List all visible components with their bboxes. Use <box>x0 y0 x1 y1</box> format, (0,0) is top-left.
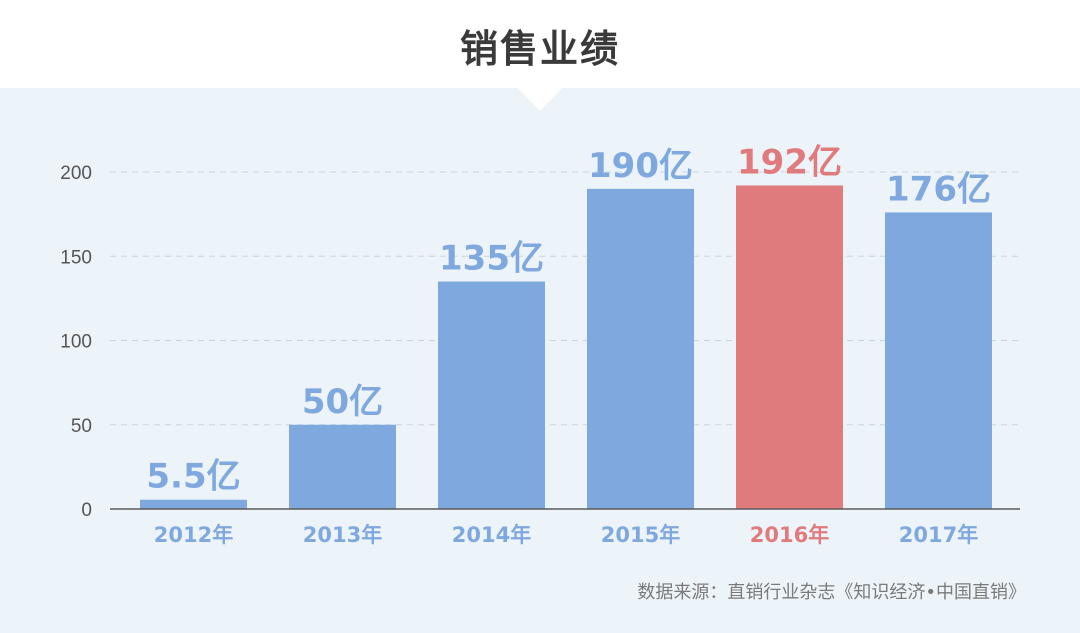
data-label: 192亿 <box>737 142 842 182</box>
x-tick-label: 2013年 <box>303 523 382 547</box>
title-pointer <box>517 87 563 111</box>
bar <box>587 188 694 509</box>
title-band: 销售业绩 <box>0 0 1080 88</box>
data-label: 135亿 <box>439 239 544 279</box>
bar <box>289 424 396 509</box>
y-tick-label: 0 <box>81 500 92 521</box>
y-tick-label: 50 <box>71 416 92 437</box>
x-tick-label: 2016年 <box>750 523 829 547</box>
bar <box>438 281 545 509</box>
y-tick-label: 100 <box>60 332 92 353</box>
y-axis-ticks: 0 50 100 150 200 <box>60 163 92 521</box>
data-labels: 5.5亿 50亿 135亿 190亿 192亿 176亿 <box>146 142 991 496</box>
bar <box>736 185 843 510</box>
y-tick-label: 200 <box>60 163 92 184</box>
data-label: 5.5亿 <box>146 457 240 497</box>
y-tick-label: 150 <box>60 247 92 268</box>
gridlines <box>110 171 1020 426</box>
bar <box>885 212 992 509</box>
data-label: 176亿 <box>886 169 991 209</box>
x-tick-label: 2014年 <box>452 523 531 547</box>
source-note: 数据来源：直销行业杂志《知识经济•中国直销》 <box>637 582 1026 603</box>
bar <box>140 499 247 509</box>
bars <box>140 185 992 510</box>
x-tick-label: 2015年 <box>601 523 680 547</box>
x-tick-label: 2017年 <box>899 523 978 547</box>
x-tick-label: 2012年 <box>154 523 233 547</box>
chart-title: 销售业绩 <box>459 27 620 71</box>
data-label: 50亿 <box>302 382 383 422</box>
x-axis-ticks: 2012年 2013年 2014年 2015年 2016年 2017年 <box>154 523 978 547</box>
data-label: 190亿 <box>588 146 693 186</box>
